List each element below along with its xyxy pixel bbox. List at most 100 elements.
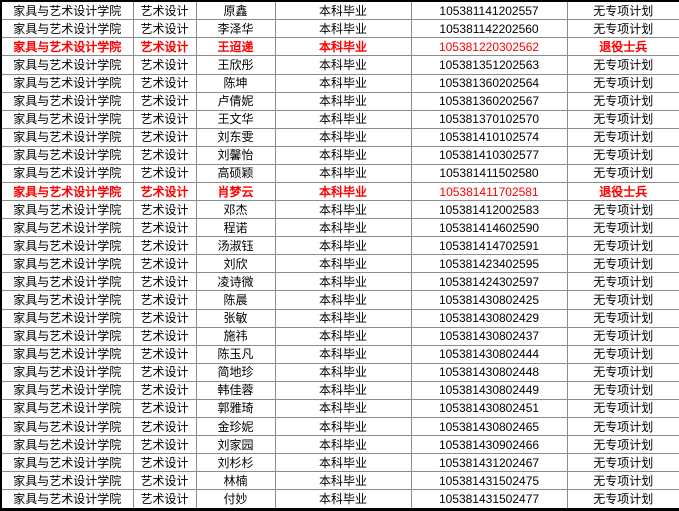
cell-major[interactable]: 艺术设计 — [132, 290, 197, 310]
cell-major[interactable]: 艺术设计 — [132, 471, 197, 491]
cell-exam-id[interactable]: 105381351202563 — [410, 55, 568, 75]
cell-degree[interactable]: 本科毕业 — [274, 91, 412, 111]
cell-exam-id[interactable]: 105381430802449 — [410, 380, 568, 400]
cell-major[interactable]: 艺术设计 — [132, 218, 197, 238]
cell-exam-id[interactable]: 105381412002583 — [410, 200, 568, 220]
cell-student-name[interactable]: 陈玉凡 — [195, 344, 276, 364]
cell-exam-id[interactable]: 105381410302577 — [410, 145, 568, 165]
cell-special-plan[interactable]: 无专项计划 — [566, 272, 679, 292]
cell-special-plan[interactable]: 无专项计划 — [566, 127, 679, 147]
cell-degree[interactable]: 本科毕业 — [274, 0, 412, 21]
cell-exam-id[interactable]: 105381370102570 — [410, 109, 568, 129]
cell-degree[interactable]: 本科毕业 — [274, 471, 412, 491]
cell-exam-id[interactable]: 105381431502477 — [410, 489, 568, 510]
cell-exam-id[interactable]: 105381431502475 — [410, 471, 568, 491]
cell-college[interactable]: 家具与艺术设计学院 — [0, 308, 134, 328]
cell-exam-id[interactable]: 105381220302562 — [410, 37, 568, 57]
cell-exam-id[interactable]: 105381430802448 — [410, 362, 568, 382]
cell-degree[interactable]: 本科毕业 — [274, 308, 412, 328]
cell-student-name[interactable]: 施祎 — [195, 326, 276, 346]
cell-student-name[interactable]: 王欣彤 — [195, 55, 276, 75]
cell-special-plan[interactable]: 退役士兵 — [566, 37, 679, 57]
cell-student-name[interactable]: 刘家园 — [195, 435, 276, 455]
cell-college[interactable]: 家具与艺术设计学院 — [0, 19, 134, 39]
cell-special-plan[interactable]: 无专项计划 — [566, 489, 679, 510]
cell-exam-id[interactable]: 105381431202467 — [410, 453, 568, 473]
cell-major[interactable]: 艺术设计 — [132, 435, 197, 455]
cell-college[interactable]: 家具与艺术设计学院 — [0, 435, 134, 455]
cell-degree[interactable]: 本科毕业 — [274, 416, 412, 437]
cell-major[interactable]: 艺术设计 — [132, 489, 197, 510]
cell-exam-id[interactable]: 105381430802437 — [410, 326, 568, 346]
cell-degree[interactable]: 本科毕业 — [274, 344, 412, 364]
cell-college[interactable]: 家具与艺术设计学院 — [0, 489, 134, 510]
cell-major[interactable]: 艺术设计 — [132, 55, 197, 75]
cell-degree[interactable]: 本科毕业 — [274, 380, 412, 400]
cell-special-plan[interactable]: 无专项计划 — [566, 326, 679, 346]
cell-special-plan[interactable]: 无专项计划 — [566, 73, 679, 93]
cell-special-plan[interactable]: 无专项计划 — [566, 453, 679, 473]
cell-degree[interactable]: 本科毕业 — [274, 37, 412, 57]
cell-student-name[interactable]: 程诺 — [195, 218, 276, 238]
cell-special-plan[interactable]: 无专项计划 — [566, 145, 679, 165]
cell-exam-id[interactable]: 105381410102574 — [410, 127, 568, 147]
cell-college[interactable]: 家具与艺术设计学院 — [0, 471, 134, 491]
cell-college[interactable]: 家具与艺术设计学院 — [0, 236, 134, 256]
cell-college[interactable]: 家具与艺术设计学院 — [0, 416, 134, 437]
cell-special-plan[interactable]: 无专项计划 — [566, 236, 679, 256]
cell-student-name[interactable]: 王迢递 — [195, 37, 276, 57]
cell-major[interactable]: 艺术设计 — [132, 19, 197, 39]
cell-student-name[interactable]: 简地珍 — [195, 362, 276, 382]
cell-student-name[interactable]: 凌诗微 — [195, 272, 276, 292]
cell-college[interactable]: 家具与艺术设计学院 — [0, 55, 134, 75]
cell-special-plan[interactable]: 无专项计划 — [566, 290, 679, 310]
cell-college[interactable]: 家具与艺术设计学院 — [0, 0, 134, 21]
cell-major[interactable]: 艺术设计 — [132, 0, 197, 21]
cell-special-plan[interactable]: 无专项计划 — [566, 308, 679, 328]
cell-exam-id[interactable]: 105381423402595 — [410, 254, 568, 274]
cell-exam-id[interactable]: 105381411502580 — [410, 163, 568, 183]
cell-college[interactable]: 家具与艺术设计学院 — [0, 163, 134, 183]
cell-college[interactable]: 家具与艺术设计学院 — [0, 37, 134, 57]
cell-student-name[interactable]: 邓杰 — [195, 200, 276, 220]
cell-degree[interactable]: 本科毕业 — [274, 453, 412, 473]
cell-college[interactable]: 家具与艺术设计学院 — [0, 398, 134, 419]
cell-degree[interactable]: 本科毕业 — [274, 200, 412, 220]
cell-student-name[interactable]: 肖梦云 — [195, 181, 276, 202]
cell-college[interactable]: 家具与艺术设计学院 — [0, 218, 134, 238]
cell-special-plan[interactable]: 无专项计划 — [566, 254, 679, 274]
cell-student-name[interactable]: 刘欣 — [195, 254, 276, 274]
cell-degree[interactable]: 本科毕业 — [274, 326, 412, 346]
cell-student-name[interactable]: 付妙 — [195, 489, 276, 510]
cell-college[interactable]: 家具与艺术设计学院 — [0, 200, 134, 220]
cell-degree[interactable]: 本科毕业 — [274, 272, 412, 292]
cell-college[interactable]: 家具与艺术设计学院 — [0, 344, 134, 364]
cell-exam-id[interactable]: 105381424302597 — [410, 272, 568, 292]
cell-degree[interactable]: 本科毕业 — [274, 127, 412, 147]
cell-degree[interactable]: 本科毕业 — [274, 55, 412, 75]
cell-student-name[interactable]: 林楠 — [195, 471, 276, 491]
cell-student-name[interactable]: 张敏 — [195, 308, 276, 328]
cell-exam-id[interactable]: 105381430802444 — [410, 344, 568, 364]
cell-college[interactable]: 家具与艺术设计学院 — [0, 109, 134, 129]
cell-degree[interactable]: 本科毕业 — [274, 109, 412, 129]
cell-college[interactable]: 家具与艺术设计学院 — [0, 290, 134, 310]
cell-special-plan[interactable]: 无专项计划 — [566, 344, 679, 364]
cell-college[interactable]: 家具与艺术设计学院 — [0, 181, 134, 202]
cell-degree[interactable]: 本科毕业 — [274, 73, 412, 93]
cell-major[interactable]: 艺术设计 — [132, 308, 197, 328]
cell-major[interactable]: 艺术设计 — [132, 344, 197, 364]
cell-student-name[interactable]: 陈坤 — [195, 73, 276, 93]
cell-degree[interactable]: 本科毕业 — [274, 290, 412, 310]
cell-special-plan[interactable]: 无专项计划 — [566, 109, 679, 129]
cell-student-name[interactable]: 卢倩妮 — [195, 91, 276, 111]
cell-major[interactable]: 艺术设计 — [132, 453, 197, 473]
cell-special-plan[interactable]: 无专项计划 — [566, 218, 679, 238]
cell-major[interactable]: 艺术设计 — [132, 326, 197, 346]
cell-special-plan[interactable]: 退役士兵 — [566, 181, 679, 202]
cell-major[interactable]: 艺术设计 — [132, 272, 197, 292]
cell-college[interactable]: 家具与艺术设计学院 — [0, 91, 134, 111]
cell-degree[interactable]: 本科毕业 — [274, 145, 412, 165]
cell-college[interactable]: 家具与艺术设计学院 — [0, 380, 134, 400]
cell-student-name[interactable]: 李泽华 — [195, 19, 276, 39]
